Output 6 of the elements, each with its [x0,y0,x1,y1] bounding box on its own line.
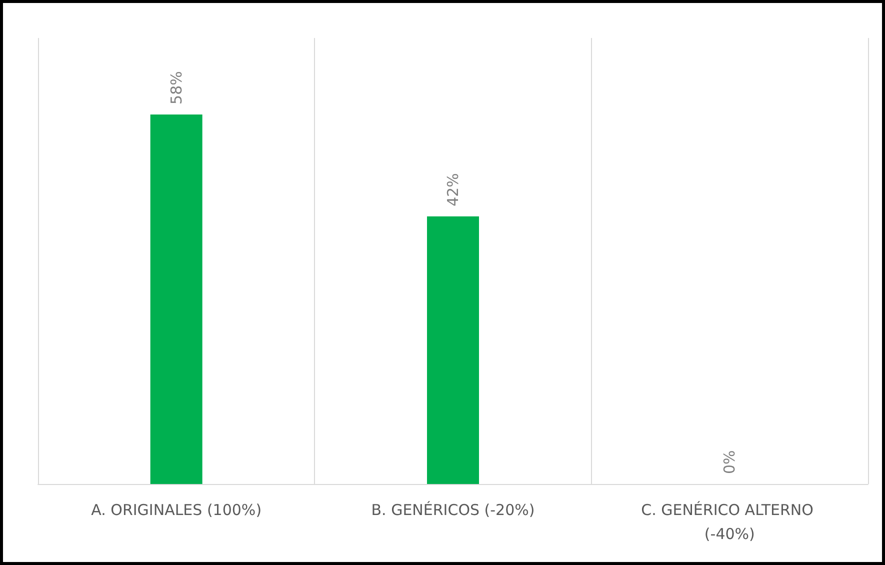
data-label: 0% [720,450,739,474]
x-tick-label: C. GENÉRICO ALTERNO (-40%) [641,501,818,543]
data-label: 42% [444,173,462,206]
data-label: 58% [167,71,186,104]
x-tick-label: A. ORIGINALES (100%) [91,501,262,519]
x-tick-label: B. GENÉRICOS (-20%) [371,501,535,519]
